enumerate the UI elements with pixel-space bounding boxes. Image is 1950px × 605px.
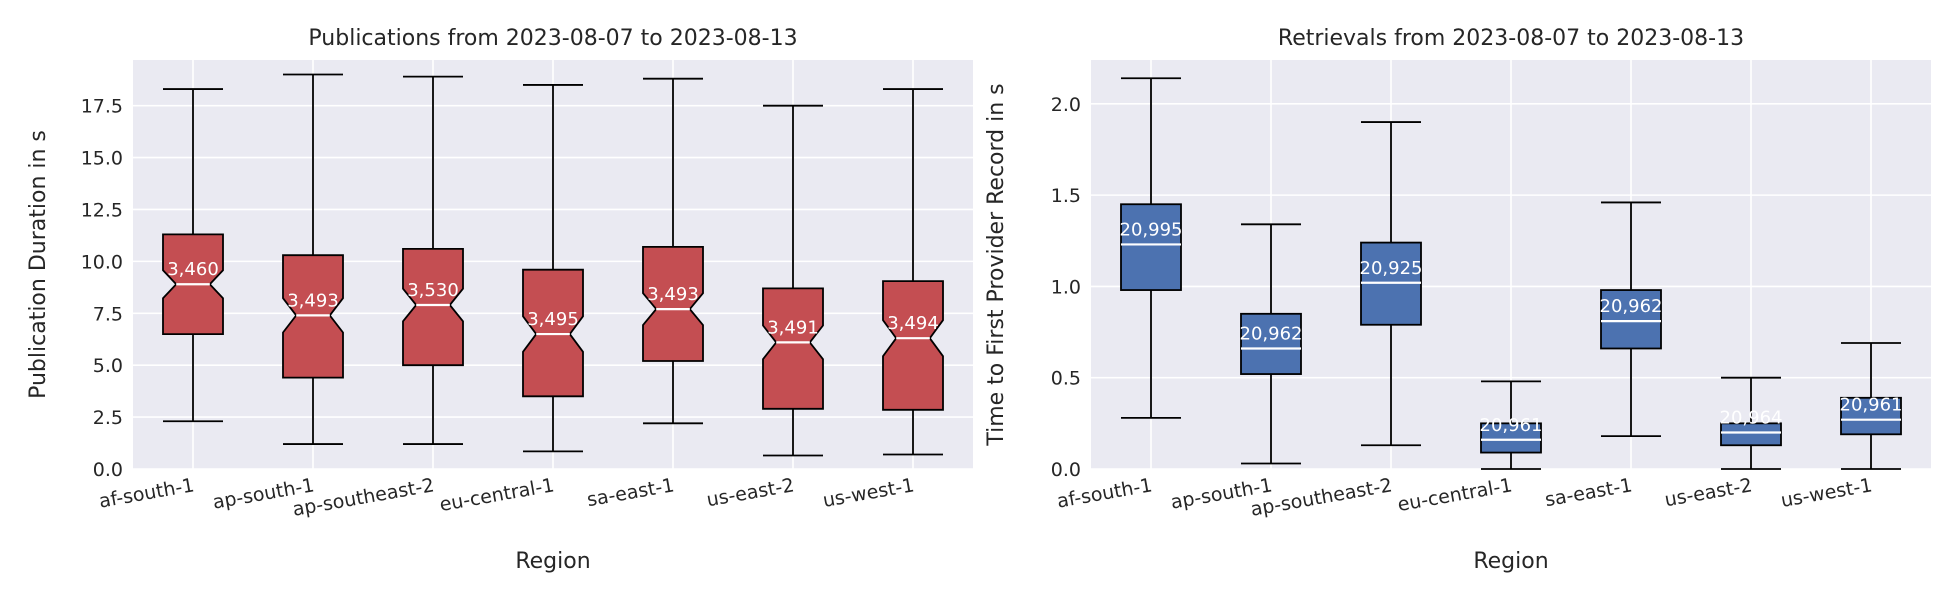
publications-y-tick-label: 15.0: [81, 148, 123, 170]
retrievals-box-af-south-1: 20,995: [1120, 77, 1183, 419]
retrievals-x-tick-label: us-east-2: [1663, 474, 1754, 511]
publications-y-tick-label: 12.5: [81, 199, 123, 221]
retrievals-y-tick-label: 1.0: [1051, 276, 1081, 298]
iqr-box: [1480, 422, 1542, 454]
iqr-box: [1600, 289, 1662, 350]
retrievals-x-tick-label: sa-east-1: [1543, 474, 1634, 511]
iqr-box: [882, 280, 944, 411]
retrievals-y-axis-label: Time to First Provider Record in s: [984, 83, 1009, 446]
publications-y-tick-label: 10.0: [81, 251, 123, 273]
sample-count-label: 20,964: [1720, 407, 1783, 428]
retrievals-y-tick-label: 0.0: [1051, 459, 1081, 481]
iqr-box: [402, 247, 464, 367]
publications-x-tick-label: sa-east-1: [585, 474, 676, 511]
publications-chart-title: Publications from 2023-08-07 to 2023-08-…: [308, 26, 797, 51]
iqr-box: [762, 287, 824, 410]
sample-count-label: 20,962: [1600, 296, 1663, 317]
sample-count-label: 3,493: [647, 284, 699, 305]
publications-box-ap-southeast-2: 3,530: [402, 75, 464, 445]
iqr-box: [642, 245, 704, 362]
sample-count-label: 20,925: [1360, 258, 1423, 279]
sample-count-label: 20,961: [1480, 415, 1543, 436]
publications-box-us-east-2: 3,491: [762, 104, 824, 457]
publications-y-tick-label: 0.0: [93, 459, 123, 481]
retrievals-panel: 0.0 0.5 1.0 1.5 2.0 20,995 20,962 20,925 20,961 2…: [984, 26, 1931, 574]
sample-count-label: 3,494: [887, 313, 939, 334]
retrievals-box-ap-southeast-2: 20,925: [1360, 121, 1423, 447]
publications-y-tick-label: 5.0: [93, 355, 123, 377]
publications-y-tick-label: 2.5: [93, 407, 123, 429]
retrievals-box-sa-east-1: 20,962: [1600, 201, 1663, 438]
retrievals-x-tick-label: eu-central-1: [1396, 474, 1514, 516]
retrievals-x-tick-label: us-west-1: [1779, 474, 1874, 512]
sample-count-label: 3,493: [287, 290, 339, 311]
publications-x-tick-label: us-east-2: [705, 474, 796, 511]
publications-box-af-south-1: 3,460: [162, 88, 224, 423]
publications-y-tick-label: 7.5: [93, 303, 123, 325]
publications-box-ap-south-1: 3,493: [282, 73, 344, 445]
sample-count-label: 3,495: [527, 309, 579, 330]
publications-x-tick-label: eu-central-1: [438, 474, 556, 516]
retrievals-y-tick-label: 0.5: [1051, 368, 1081, 390]
publications-x-axis-label: Region: [515, 549, 590, 574]
publications-panel: 0.0 2.5 5.0 7.5 10.0 12.5 15.0 17.5 3,460 3,493 3,…: [26, 26, 973, 574]
iqr-box: [1240, 312, 1302, 375]
retrievals-box-us-west-1: 20,961: [1840, 342, 1903, 470]
retrievals-box-us-east-2: 20,964: [1720, 376, 1783, 470]
publications-x-tick-label: us-west-1: [821, 474, 916, 512]
retrievals-y-tick-label: 1.5: [1051, 185, 1081, 207]
iqr-box: [1120, 203, 1182, 291]
iqr-box: [1720, 422, 1782, 447]
sample-count-label: 3,491: [767, 317, 819, 338]
iqr-box: [1840, 396, 1902, 436]
publications-box-us-west-1: 3,494: [882, 88, 944, 456]
publications-y-axis-label: Publication Duration in s: [26, 130, 51, 399]
sample-count-label: 3,460: [167, 259, 219, 280]
sample-count-label: 20,961: [1840, 395, 1903, 416]
retrievals-box-eu-central-1: 20,961: [1480, 380, 1543, 470]
publications-box-eu-central-1: 3,495: [522, 84, 584, 453]
retrievals-y-tick-label: 2.0: [1051, 94, 1081, 116]
publications-y-tick-label: 17.5: [81, 96, 123, 118]
sample-count-label: 3,530: [407, 280, 459, 301]
sample-count-label: 20,962: [1240, 323, 1303, 344]
publications-box-sa-east-1: 3,493: [642, 77, 704, 425]
retrievals-chart-title: Retrievals from 2023-08-07 to 2023-08-13: [1278, 26, 1744, 51]
retrievals-box-ap-south-1: 20,962: [1240, 223, 1303, 465]
retrievals-x-axis-label: Region: [1473, 549, 1548, 574]
sample-count-label: 20,995: [1120, 219, 1183, 240]
